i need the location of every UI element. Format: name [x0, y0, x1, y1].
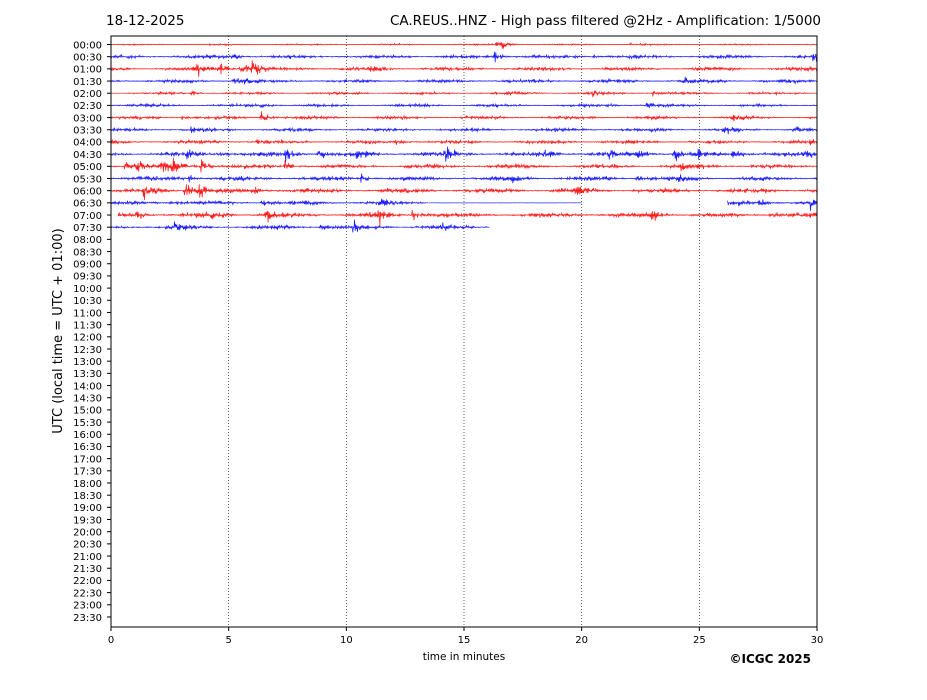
y-tick-label: 19:30	[73, 515, 102, 526]
y-tick-label: 23:30	[73, 613, 102, 624]
y-tick-label: 13:00	[73, 357, 102, 368]
copyright-label: ©ICGC 2025	[729, 652, 811, 666]
x-tick-label: 15	[458, 635, 471, 646]
y-tick-label: 21:00	[73, 552, 102, 563]
y-tick-label: 20:00	[73, 528, 102, 539]
y-tick-label: 18:30	[73, 491, 102, 502]
trace-03:00	[111, 111, 817, 121]
y-tick-label: 07:30	[73, 223, 102, 234]
y-tick-label: 09:00	[73, 260, 102, 271]
y-tick-label: 22:00	[73, 576, 102, 587]
y-tick-label: 19:00	[73, 503, 102, 514]
y-tick-label: 11:00	[73, 308, 102, 319]
y-tick-label: 16:00	[73, 430, 102, 441]
y-tick-label: 15:00	[73, 406, 102, 417]
x-tick-label: 0	[108, 635, 114, 646]
y-tick-label: 22:30	[73, 588, 102, 599]
y-tick-label: 08:00	[73, 235, 102, 246]
trace-02:30	[111, 103, 817, 108]
y-tick-label: 15:30	[73, 418, 102, 429]
y-tick-label: 03:00	[73, 113, 102, 124]
y-tick-label: 20:30	[73, 540, 102, 551]
y-tick-label: 18:00	[73, 479, 102, 490]
y-tick-label: 06:00	[73, 186, 102, 197]
trace-04:30	[111, 147, 817, 163]
y-tick-label: 06:30	[73, 199, 102, 210]
y-tick-label: 10:00	[73, 284, 102, 295]
y-tick-label: 14:30	[73, 394, 102, 405]
trace-07:30	[111, 220, 489, 233]
x-tick-label: 10	[340, 635, 353, 646]
trace-07:00	[118, 210, 817, 226]
trace-06:30	[111, 199, 428, 206]
y-tick-label: 17:30	[73, 467, 102, 478]
trace-06:30	[728, 199, 817, 210]
y-tick-label: 17:00	[73, 454, 102, 465]
y-tick-label: 12:00	[73, 333, 102, 344]
y-axis-label: UTC (local time = UTC + 01:00)	[51, 228, 66, 433]
y-tick-label: 16:30	[73, 442, 102, 453]
grid-lines	[229, 36, 700, 627]
y-tick-label: 14:00	[73, 381, 102, 392]
y-tick-label: 00:00	[73, 40, 102, 51]
trace-01:00	[111, 60, 817, 77]
y-tick-label: 12:30	[73, 345, 102, 356]
y-tick-label: 08:30	[73, 247, 102, 258]
y-tick-label: 23:00	[73, 601, 102, 612]
x-tick-label: 5	[225, 635, 231, 646]
y-tick-label: 21:30	[73, 564, 102, 575]
trace-03:30	[111, 126, 817, 134]
x-axis-ticks: 0 5 10 15 20 25 30	[108, 627, 824, 646]
y-tick-label: 09:30	[73, 272, 102, 283]
plot-frame	[111, 36, 817, 627]
y-tick-label: 11:30	[73, 320, 102, 331]
x-axis-label: time in minutes	[423, 651, 505, 663]
x-tick-label: 25	[693, 635, 706, 646]
y-tick-label: 07:00	[73, 211, 102, 222]
trace-01:30	[111, 77, 817, 84]
y-tick-label: 10:30	[73, 296, 102, 307]
y-tick-label: 01:30	[73, 77, 102, 88]
seismic-traces	[111, 42, 817, 232]
y-tick-label: 03:30	[73, 126, 102, 137]
x-tick-label: 20	[575, 635, 588, 646]
y-tick-label: 01:00	[73, 65, 102, 76]
y-tick-label: 02:00	[73, 89, 102, 100]
y-tick-label: 04:00	[73, 138, 102, 149]
date-label: 18-12-2025	[106, 13, 184, 29]
y-tick-label: 00:30	[73, 52, 102, 63]
y-tick-label: 05:00	[73, 162, 102, 173]
y-tick-label: 13:30	[73, 369, 102, 380]
y-tick-label: 05:30	[73, 174, 102, 185]
chart-title: CA.REUS..HNZ - High pass filtered @2Hz -…	[390, 13, 821, 29]
y-tick-label: 02:30	[73, 101, 102, 112]
x-tick-label: 30	[811, 635, 824, 646]
y-tick-label: 04:30	[73, 150, 102, 161]
